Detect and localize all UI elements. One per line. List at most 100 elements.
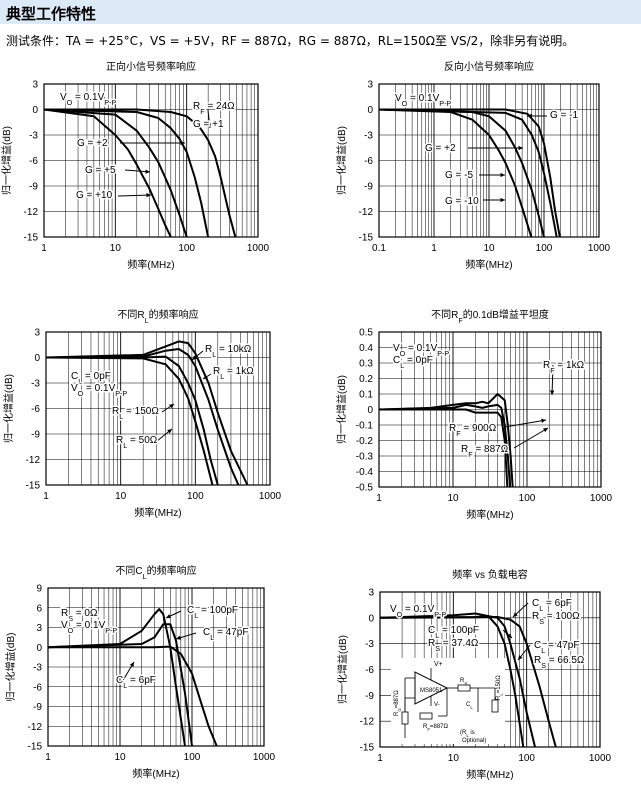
annotation-arrowhead: [207, 123, 212, 128]
y-tick-label: -12: [24, 207, 39, 218]
chart-c4: 不同RF的0.1dB增益平坦度 0.5 0.4 0.3 0.2 0.1 0 -0.1 -0.2 -…: [335, 308, 613, 521]
y-tick-label: -9: [31, 430, 40, 441]
inset-label: Optional): [462, 738, 486, 744]
annotation-arrowhead: [527, 113, 532, 119]
y-axis-label: 归一化增益(dB): [4, 633, 17, 702]
y-tick-label: -9: [33, 702, 42, 713]
y-tick-label: 0: [34, 353, 40, 364]
series-line: [44, 108, 188, 237]
y-tick-label: -15: [24, 233, 39, 244]
y-tick-label: 0: [367, 405, 373, 416]
y-tick-label: 3: [367, 80, 373, 91]
inset-label: RS: [460, 678, 467, 686]
plot-frame: [379, 591, 601, 748]
section-title: 典型工作特性: [6, 5, 97, 23]
y-tick-label: 3: [368, 588, 374, 599]
chart-title: 不同CL的频率响应: [115, 564, 196, 581]
inset-label: (RL is: [460, 730, 475, 738]
annotation-arrowhead: [518, 145, 523, 151]
rf-resistor: [419, 712, 433, 720]
x-axis-label: 频率(MHz): [466, 508, 513, 521]
annotation-arrowhead: [166, 614, 171, 619]
annotation-arrowhead: [541, 418, 546, 423]
chart-c6: 频率 vs 负载电容 3 0 -3 -6 -9 -12 -151 10 100 1000 频率(MHz…: [336, 568, 612, 781]
y-tick-label: -12: [28, 722, 43, 733]
x-tick-label: 10: [447, 493, 459, 504]
series-line: [379, 108, 558, 237]
x-tick-label: 10: [110, 243, 122, 254]
annotation-label: RF = 24Ω: [193, 101, 235, 116]
annotation-label: RF = 887Ω: [461, 444, 509, 459]
annotation-label: CL = 100pF: [187, 605, 238, 620]
annotation-arrowhead: [192, 355, 197, 360]
y-tick-label: 0.4: [359, 343, 373, 354]
annotation-arrowhead: [549, 390, 555, 395]
x-tick-label: 1: [377, 753, 383, 764]
annotation-label: CL = 100pF: [428, 625, 479, 640]
annotation-label: RS = 100Ω: [532, 611, 580, 626]
annotation-arrowhead: [146, 192, 151, 198]
y-tick-label: 0.3: [359, 359, 373, 370]
annotation-label: RF = 900Ω: [449, 423, 497, 438]
series-line: [379, 108, 533, 237]
y-tick-label: 3: [36, 623, 42, 634]
annotation-arrowhead: [176, 635, 181, 640]
x-tick-label: 10: [114, 752, 126, 763]
y-tick-label: -6: [364, 156, 373, 167]
annotation-label: RL = 150Ω: [112, 406, 159, 421]
series-line: [46, 348, 240, 485]
inset-label: CL: [466, 702, 473, 710]
plot-frame: [43, 83, 259, 238]
y-tick-label: 0: [36, 643, 42, 654]
annotation-arrowhead: [518, 655, 523, 660]
annotation-arrowhead: [167, 429, 172, 434]
x-tick-label: 1000: [590, 493, 613, 504]
inset-label: RG=887Ω: [394, 690, 402, 716]
annotation-label: CL = 47pF: [534, 640, 579, 655]
rg-resistor: [401, 711, 409, 725]
y-tick-label: -6: [365, 665, 374, 676]
y-tick-label: 0.5: [359, 328, 373, 339]
inset-background: [391, 658, 505, 744]
y-tick-label: -15: [360, 743, 375, 754]
inset-label: V+: [434, 661, 443, 668]
x-tick-label: 1: [43, 491, 49, 502]
annotation-arrowhead: [507, 633, 512, 638]
y-tick-label: -6: [33, 682, 42, 693]
y-tick-label: -6: [31, 404, 40, 415]
y-tick-label: 0: [32, 105, 38, 116]
annotation-label: RS = 0Ω: [61, 608, 98, 623]
series-line: [380, 612, 525, 747]
x-tick-label: 1: [41, 243, 47, 254]
annotation-label: G = +2: [425, 143, 456, 154]
chart-c5: 不同CL的频率响应 9 6 3 0 -3 -6 -9 -12 -151 10 100 1000 频率(MH…: [4, 564, 276, 780]
y-axis-label: 归一化增益(dB): [0, 126, 13, 195]
annotation-label: RL = 10kΩ: [205, 344, 252, 359]
annotation-label: G = +2: [77, 138, 108, 149]
y-tick-label: 3: [32, 80, 38, 91]
x-tick-label: 10: [115, 491, 127, 502]
x-tick-label: 0.1: [372, 243, 386, 254]
y-tick-label: -0.1: [356, 421, 374, 432]
annotation-leader: [117, 194, 152, 197]
series-line: [46, 356, 214, 485]
y-axis-label: 归一化增益(dB): [335, 126, 348, 195]
rl-resistor: [491, 699, 499, 713]
y-tick-label: -3: [364, 131, 373, 142]
plot-frame: [45, 331, 271, 486]
y-tick-label: -0.3: [356, 452, 374, 463]
annotation-label: CL = 6pF: [532, 598, 572, 613]
y-tick-label: -9: [364, 182, 373, 193]
annotation-arrowhead: [169, 404, 174, 409]
annotation-label: CL = 0pF: [71, 371, 111, 386]
chart-c1: 正向小信号频率响应 3 0 -3 -6 -9 -12 -151 10 100 1000 频率(MHz)…: [0, 60, 270, 271]
series-line: [46, 340, 249, 485]
y-tick-label: -3: [33, 663, 42, 674]
annotation-label: RF = 1kΩ: [543, 360, 585, 375]
x-tick-label: 100: [518, 753, 535, 764]
x-tick-label: 100: [187, 491, 204, 502]
x-tick-label: 1000: [247, 243, 270, 254]
series-line: [379, 108, 561, 237]
annotation-label: G = -10: [445, 196, 479, 207]
